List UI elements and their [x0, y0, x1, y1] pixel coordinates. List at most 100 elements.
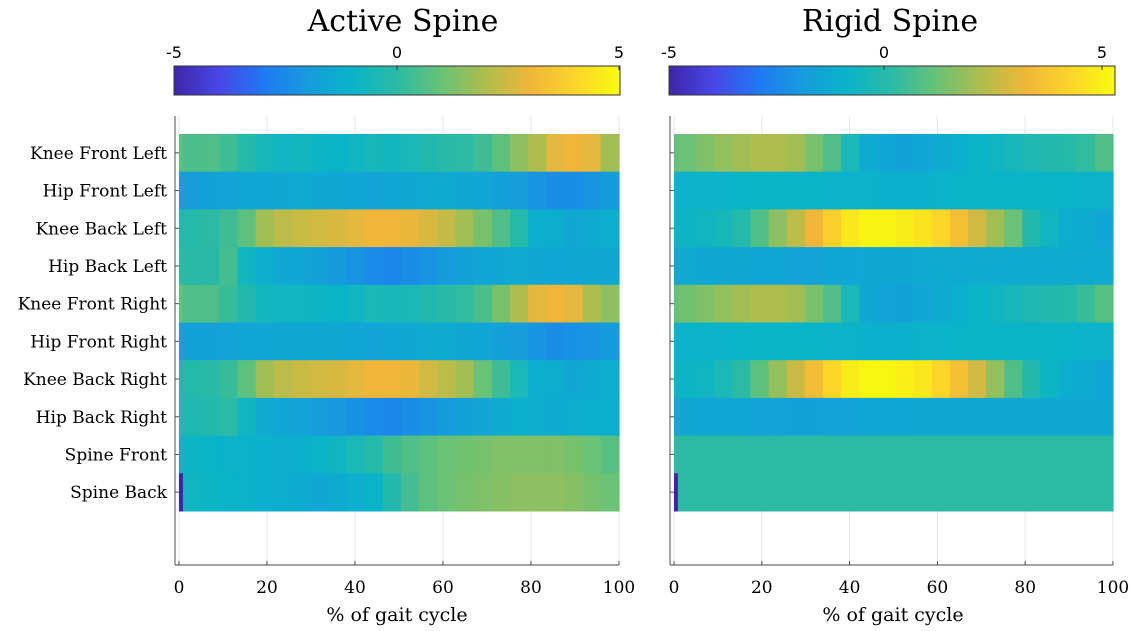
- heatmap-cell: [419, 473, 438, 512]
- heatmap-cell: [310, 397, 329, 437]
- heatmap-cell: [419, 322, 438, 361]
- heatmap-cell: [346, 435, 366, 474]
- heatmap-cell: [291, 134, 311, 173]
- heatmap-cell: [949, 284, 969, 323]
- heatmap-cell: [674, 322, 679, 361]
- heatmap-cell: [1094, 397, 1114, 437]
- heatmap-cell: [291, 397, 311, 437]
- heatmap-cell: [455, 360, 475, 399]
- heatmap-row: [674, 209, 1114, 248]
- heatmap-cell: [491, 171, 511, 210]
- heatmap-cell: [786, 397, 806, 437]
- heatmap-cell: [967, 435, 987, 474]
- heatmap-cell: [913, 247, 933, 286]
- heatmap-cell: [437, 284, 457, 323]
- heatmap-cell: [273, 435, 293, 474]
- heatmap-cell: [273, 284, 293, 323]
- heatmap-cell: [804, 322, 824, 361]
- heatmap-cell: [201, 360, 220, 399]
- heatmap-cell: [786, 284, 806, 323]
- heatmap-cell: [182, 171, 202, 210]
- heatmap-cell: [931, 247, 951, 286]
- heatmap-cell: [273, 473, 293, 512]
- heatmap-cell: [696, 171, 715, 210]
- heatmap-cell: [182, 284, 202, 323]
- heatmap-cell: [1076, 284, 1096, 323]
- heatmap-cell: [1076, 171, 1096, 210]
- heatmap-cell: [967, 284, 987, 323]
- heatmap-cell: [804, 473, 824, 512]
- heatmap-cell: [582, 397, 602, 437]
- heatmap-cell: [528, 360, 547, 399]
- heatmap-row: [674, 473, 1114, 512]
- heatmap-row: [674, 322, 1114, 361]
- heatmap-cell: [328, 209, 348, 248]
- heatmap-cell: [400, 247, 420, 286]
- heatmap-cell: [931, 322, 951, 361]
- heatmap-cell: [732, 209, 752, 248]
- heatmap-cell: [1094, 360, 1114, 399]
- heatmap-cell: [364, 247, 384, 286]
- heatmap-cell: [895, 360, 915, 399]
- heatmap-cell: [986, 322, 1005, 361]
- heatmap-cell: [491, 134, 511, 173]
- heatmap-cell: [201, 473, 220, 512]
- y-tick-label: Knee Back Left: [35, 219, 167, 239]
- heatmap-cell: [877, 435, 897, 474]
- x-axis-ticks: 0 20 40 60 80 100: [669, 561, 1129, 598]
- heatmap-cell: [419, 360, 438, 399]
- heatmap-cell: [822, 247, 842, 286]
- heatmap-cell: [564, 134, 584, 173]
- heatmap-row: [179, 360, 620, 399]
- y-tick-label: Spine Back: [70, 483, 168, 503]
- heatmap-cell: [437, 209, 457, 248]
- heatmap-cell: [400, 134, 420, 173]
- heatmap-cell: [841, 209, 860, 248]
- heatmap-cell: [841, 473, 860, 512]
- heatmap-cell: [346, 209, 366, 248]
- heatmap-cell: [1004, 435, 1023, 474]
- heatmap-row: [179, 134, 620, 173]
- heatmap-row: [179, 473, 620, 512]
- heatmap-cell: [677, 397, 697, 437]
- heatmap-cell: [310, 473, 329, 512]
- heatmap-cell: [473, 209, 493, 248]
- heatmap-cell: [696, 284, 715, 323]
- heatmap-cell: [546, 209, 566, 248]
- heatmap-cell: [328, 284, 348, 323]
- heatmap-cell: [804, 171, 824, 210]
- heatmap-cell: [768, 134, 788, 173]
- heatmap-cell: [895, 284, 915, 323]
- heatmap-cell: [1094, 435, 1114, 474]
- heatmap-cell: [600, 247, 620, 286]
- heatmap-cell: [237, 134, 257, 173]
- heatmap-cell: [419, 134, 438, 173]
- heatmap-cell: [1004, 247, 1023, 286]
- heatmap-cell: [714, 171, 733, 210]
- heatmap-cell: [913, 322, 933, 361]
- heatmap-row: [674, 171, 1114, 210]
- heatmap-cell: [237, 360, 257, 399]
- heatmap-cell: [437, 397, 457, 437]
- heatmap-cell: [822, 322, 842, 361]
- heatmap-cell: [528, 435, 547, 474]
- heatmap-cell: [986, 473, 1005, 512]
- heatmap-cell: [509, 171, 529, 210]
- heatmap-cell: [1022, 247, 1042, 286]
- heatmap-cell: [582, 473, 602, 512]
- heatmap-cell: [255, 247, 275, 286]
- heatmap-cell: [1004, 171, 1023, 210]
- heatmap-cell: [201, 397, 220, 437]
- heatmap-cell: [895, 397, 915, 437]
- heatmap-cell: [255, 209, 275, 248]
- heatmap-cell: [564, 171, 584, 210]
- heatmap-cell: [182, 134, 202, 173]
- heatmap-cell: [804, 134, 824, 173]
- heatmap-cell: [528, 209, 547, 248]
- heatmap-cell: [750, 209, 770, 248]
- heatmap-cell: [1058, 473, 1078, 512]
- heatmap-cell: [674, 209, 679, 248]
- y-axis-labels: Knee Front Left Hip Front Left Knee Back L…: [18, 144, 179, 503]
- heatmap-cell: [455, 435, 475, 474]
- heatmap-cell: [1094, 473, 1114, 512]
